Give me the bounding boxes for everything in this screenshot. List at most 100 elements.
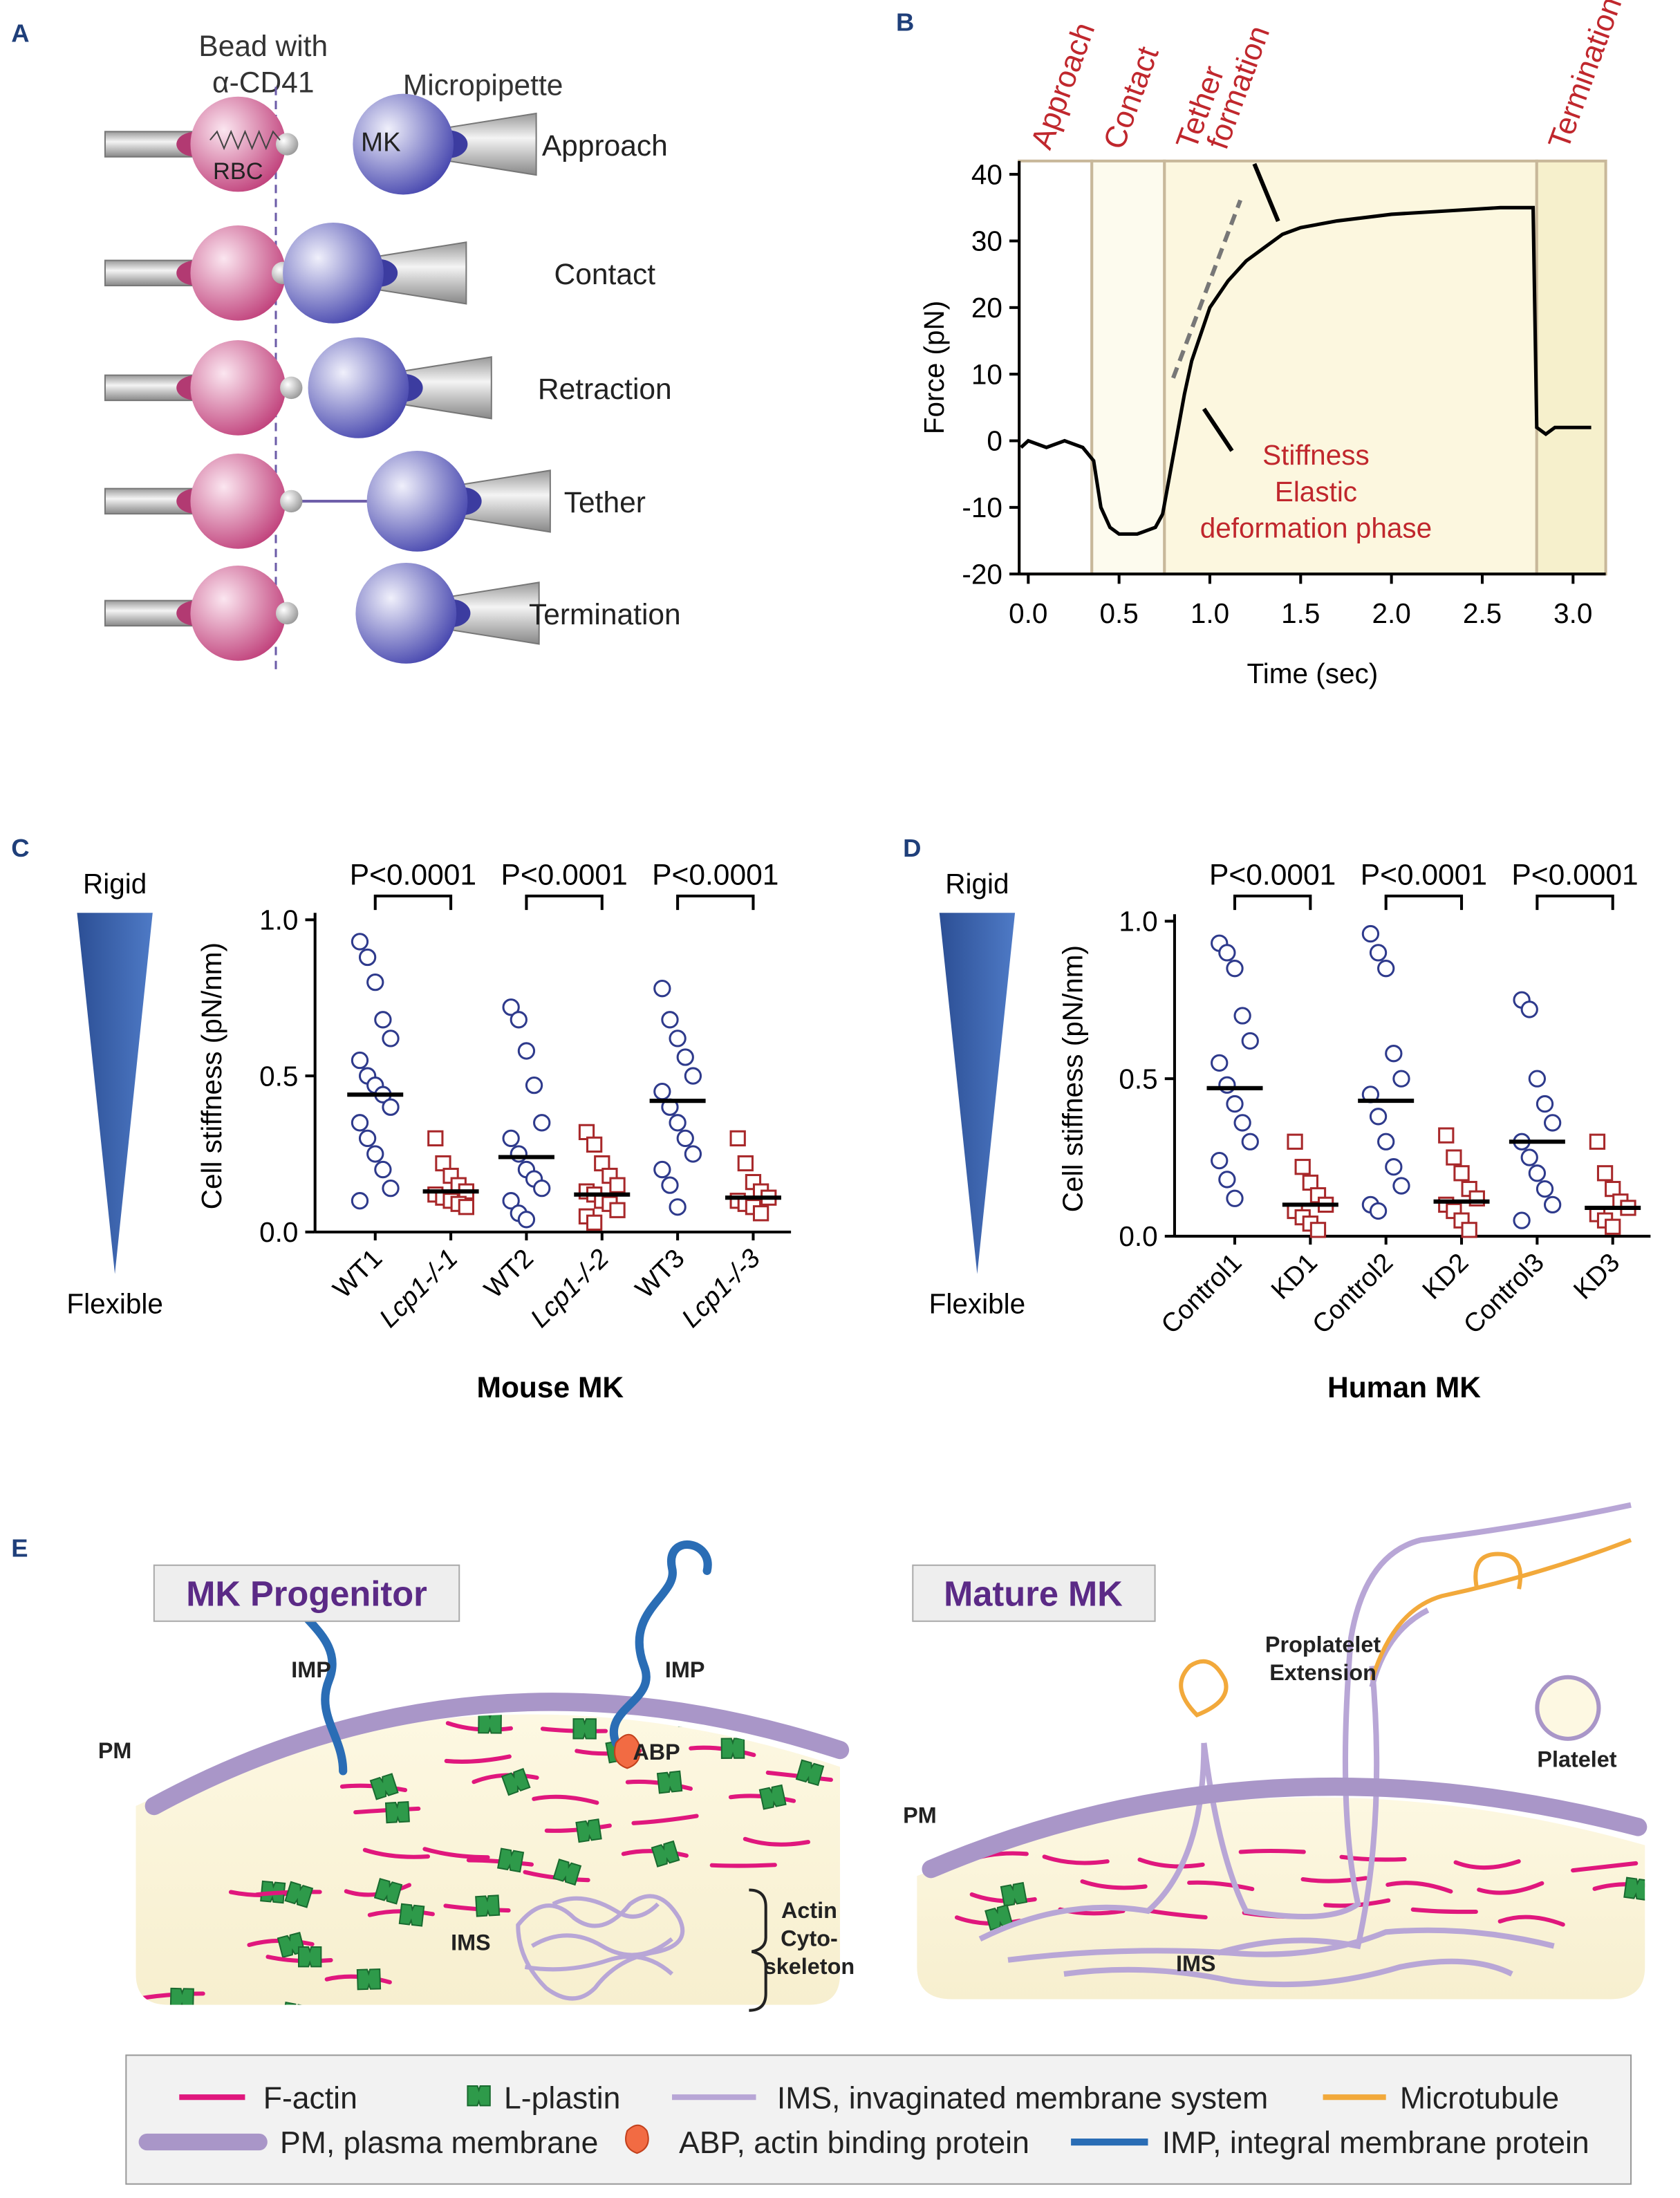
f-actin [540, 1726, 608, 1733]
data-point [1543, 1195, 1562, 1214]
p-value: P<0.0001 [350, 859, 476, 892]
l-plastin [497, 1847, 525, 1873]
f-actin [1571, 1861, 1639, 1873]
data-point [1589, 1133, 1606, 1150]
f-actin [254, 1890, 322, 1897]
f-actin [362, 1847, 431, 1859]
mk-cell [308, 337, 409, 438]
f-actin [353, 1806, 421, 1815]
data-point [669, 1030, 687, 1047]
data-point [351, 1192, 369, 1210]
f-actin [422, 1847, 490, 1860]
data-point [1536, 1095, 1554, 1113]
data-point [1369, 1108, 1388, 1126]
data-point [517, 1042, 536, 1060]
data-point [1241, 1133, 1259, 1151]
x-tick-label: WT1 [327, 1243, 388, 1304]
data-point [533, 1114, 551, 1132]
l-plastin [369, 1773, 399, 1800]
rbc [190, 340, 286, 436]
f-actin [1238, 1848, 1306, 1854]
data-point [1446, 1149, 1462, 1166]
panel-title: Mature MK [944, 1574, 1123, 1613]
proplatelet-label: Extension [1269, 1660, 1376, 1685]
y-tick-label: 1.0 [1119, 906, 1157, 938]
data-point [358, 1129, 377, 1148]
x-tick-label: Lcp1-/-3 [676, 1243, 767, 1334]
f-actin [445, 1721, 513, 1732]
l-plastin [281, 2001, 309, 2005]
y-tick-label: 0.5 [259, 1060, 298, 1092]
annotation: Stiffness [1262, 439, 1370, 471]
data-point [1596, 1165, 1614, 1182]
phase-label: Contact [1097, 42, 1166, 154]
y-tick-label: 0.5 [1119, 1063, 1157, 1095]
y-axis-label: Cell stiffness (pN/nm) [1056, 945, 1088, 1212]
l-plastin [373, 1878, 403, 1905]
data-point [525, 1076, 543, 1095]
x-tick-label: 1.5 [1281, 597, 1320, 629]
x-tick-label: Control2 [1307, 1247, 1399, 1339]
data-point [1377, 1133, 1395, 1151]
imp-label: IMP [665, 1657, 705, 1682]
bead-label: Bead with [198, 30, 328, 63]
bead [275, 133, 299, 156]
ims-label: IMS [451, 1930, 491, 1955]
y-tick-label: 0 [987, 425, 1002, 457]
f-actin [242, 2047, 305, 2056]
l-plastin [707, 1664, 734, 1688]
micropipette-label: Micropipette [403, 70, 563, 102]
data-point [1287, 1133, 1303, 1150]
data-point [382, 1030, 400, 1047]
data-point [661, 1176, 679, 1194]
x-tick-label: 0.0 [1009, 597, 1047, 629]
x-axis-label: Mouse MK [477, 1372, 624, 1404]
y-tick-label: 0.0 [1119, 1220, 1157, 1252]
p-value: P<0.0001 [1511, 859, 1638, 892]
data-point [510, 1011, 528, 1029]
data-point [1226, 960, 1244, 978]
data-point [737, 1155, 754, 1172]
x-axis-label: Human MK [1327, 1372, 1481, 1404]
y-tick-label: 10 [971, 358, 1002, 390]
f-actin [689, 1745, 756, 1758]
x-tick-label: Lcp1-/-1 [373, 1243, 463, 1333]
l-plastin [795, 1759, 825, 1787]
f-actin [367, 1909, 435, 1917]
f-actin [142, 2026, 205, 2027]
y-tick-label: 40 [971, 158, 1002, 190]
x-tick-label: WT2 [478, 1243, 539, 1304]
f-actin [1477, 1881, 1544, 1895]
panel-label: B [896, 8, 914, 37]
data-point [1528, 1164, 1547, 1182]
bracket [373, 894, 453, 911]
ims-label: IMS [1176, 1951, 1216, 1976]
data-point [729, 1130, 746, 1147]
phase-region [1535, 159, 1607, 576]
bracket [1384, 894, 1464, 911]
panel-a: A Bead with α-CD41 Micropipette Approach… [11, 19, 681, 669]
ims [516, 1894, 685, 2001]
data-point [669, 1198, 687, 1216]
l-plastin [384, 1801, 410, 1824]
f-actin [532, 1794, 599, 1805]
l-plastin [356, 1968, 382, 1991]
step-label: Contact [554, 259, 656, 291]
x-tick-label: KD1 [1266, 1247, 1323, 1305]
data-point [1385, 1045, 1403, 1063]
bead [275, 602, 299, 625]
platelet-label: Platelet [1537, 1747, 1616, 1771]
phase-region [1163, 159, 1538, 576]
y-tick-label: 1.0 [259, 904, 298, 935]
mk-cell [353, 93, 454, 195]
l-plastin [191, 2020, 218, 2047]
data-point [1392, 1177, 1410, 1195]
bracket [676, 894, 755, 911]
panel-e: E MK Progenitor Mature MK PM IMP IMP ABP… [11, 1502, 1648, 2185]
rbc [190, 454, 286, 549]
data-point [502, 1129, 520, 1148]
x-tick-label: 3.0 [1553, 597, 1592, 629]
x-tick-label: 2.0 [1372, 597, 1411, 629]
title-box [912, 1564, 1156, 1622]
